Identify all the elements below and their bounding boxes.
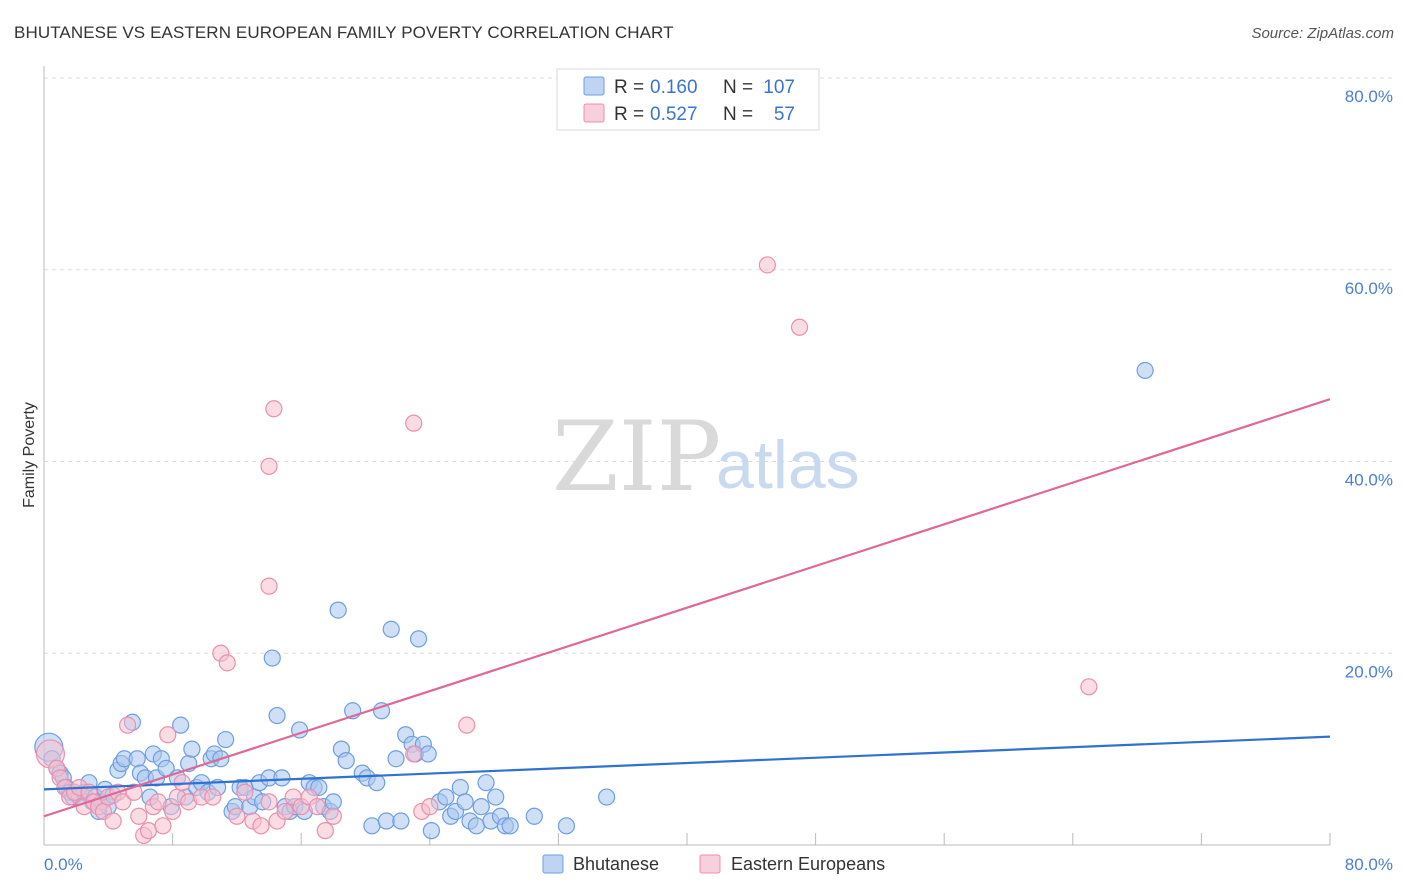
data-point-eastern-europeans bbox=[308, 798, 326, 816]
watermark-zip: ZIP bbox=[552, 401, 721, 513]
data-point-eastern-europeans bbox=[260, 793, 278, 811]
grid-lines bbox=[44, 77, 1392, 654]
data-point-bhutanese bbox=[337, 752, 355, 770]
x-tick-label: 0.0% bbox=[44, 855, 83, 874]
bottom-legend-label-eastern-europeans: Eastern Europeans bbox=[731, 854, 885, 874]
watermark: ZIP atlas bbox=[552, 401, 860, 513]
data-point-bhutanese bbox=[525, 807, 543, 825]
source-label: Source: ZipAtlas.com bbox=[1251, 25, 1394, 42]
data-point-eastern-europeans bbox=[276, 802, 294, 821]
data-point-eastern-europeans bbox=[139, 822, 158, 840]
data-point-eastern-europeans bbox=[790, 318, 809, 336]
data-point-eastern-europeans bbox=[260, 577, 278, 595]
data-point-bhutanese bbox=[329, 601, 347, 619]
data-point-eastern-europeans bbox=[265, 400, 283, 418]
data-point-bhutanese bbox=[437, 788, 455, 806]
data-point-eastern-europeans bbox=[228, 807, 246, 825]
data-point-eastern-europeans bbox=[324, 807, 342, 825]
data-point-bhutanese bbox=[392, 812, 410, 830]
y-tick-label: 40.0% bbox=[1345, 471, 1393, 490]
data-point-eastern-europeans bbox=[405, 414, 423, 432]
legend-r-label-eastern-europeans: R = bbox=[614, 104, 644, 125]
data-point-bhutanese bbox=[422, 822, 441, 840]
data-point-bhutanese bbox=[409, 630, 428, 648]
y-tick-label: 20.0% bbox=[1345, 662, 1393, 681]
data-point-eastern-europeans bbox=[758, 256, 776, 274]
bottom-legend-label-bhutanese: Bhutanese bbox=[573, 854, 659, 874]
data-point-bhutanese bbox=[377, 812, 395, 830]
trend-lines bbox=[43, 398, 1331, 818]
legend-r-value-eastern-europeans: 0.527 bbox=[650, 104, 698, 125]
data-point-bhutanese bbox=[268, 706, 286, 725]
legend-r-label-bhutanese: R = bbox=[614, 77, 644, 98]
data-point-bhutanese bbox=[456, 793, 474, 811]
data-point-eastern-europeans bbox=[204, 788, 222, 806]
data-point-bhutanese bbox=[263, 649, 281, 667]
legend-n-label-eastern-europeans: N = bbox=[723, 104, 753, 125]
data-point-bhutanese bbox=[324, 793, 342, 811]
data-point-eastern-europeans bbox=[164, 802, 182, 821]
data-point-eastern-europeans bbox=[159, 726, 177, 744]
data-points bbox=[34, 256, 1154, 845]
chart-title: BHUTANESE VS EASTERN EUROPEAN FAMILY POV… bbox=[14, 23, 674, 42]
data-point-eastern-europeans bbox=[260, 457, 278, 475]
legend-n-label-bhutanese: N = bbox=[723, 77, 753, 98]
data-point-bhutanese bbox=[557, 817, 576, 835]
legend-swatch-bhutanese bbox=[583, 76, 605, 96]
data-point-eastern-europeans bbox=[149, 793, 167, 811]
data-point-bhutanese bbox=[477, 774, 495, 792]
data-point-eastern-europeans bbox=[1080, 678, 1098, 696]
data-point-bhutanese bbox=[387, 750, 405, 768]
legend-swatch-eastern-europeans bbox=[583, 103, 605, 123]
data-point-bhutanese bbox=[372, 702, 391, 720]
data-point-bhutanese bbox=[382, 620, 400, 638]
trend-line-bhutanese bbox=[43, 735, 1331, 791]
data-point-eastern-europeans bbox=[118, 716, 137, 734]
data-point-eastern-europeans bbox=[114, 793, 132, 811]
data-point-eastern-europeans bbox=[218, 654, 236, 672]
data-point-bhutanese bbox=[273, 769, 291, 787]
data-point-bhutanese bbox=[598, 788, 616, 806]
data-point-bhutanese bbox=[368, 774, 386, 792]
data-point-bhutanese bbox=[363, 817, 381, 835]
data-point-eastern-europeans bbox=[236, 783, 254, 801]
y-tick-labels: 20.0% 40.0% 60.0% 80.0% bbox=[1345, 87, 1393, 681]
data-point-eastern-europeans bbox=[104, 812, 122, 830]
data-point-bhutanese bbox=[501, 817, 519, 835]
bottom-legend: Bhutanese Eastern Europeans bbox=[542, 854, 885, 874]
data-point-eastern-europeans bbox=[130, 807, 148, 825]
data-point-bhutanese bbox=[419, 745, 437, 763]
data-point-eastern-europeans bbox=[421, 798, 439, 816]
y-tick-label: 60.0% bbox=[1345, 279, 1393, 298]
watermark-atlas: atlas bbox=[716, 427, 860, 503]
x-tick-label: 80.0% bbox=[1345, 855, 1393, 874]
data-point-bhutanese bbox=[217, 730, 235, 749]
legend-n-value-bhutanese: 107 bbox=[763, 77, 795, 98]
data-point-bhutanese bbox=[183, 740, 201, 758]
top-legend: R = 0.160 N = 107 R = 0.527 N = 57 bbox=[556, 68, 820, 131]
data-point-eastern-europeans bbox=[458, 716, 476, 734]
y-tick-label: 80.0% bbox=[1345, 87, 1393, 106]
data-point-bhutanese bbox=[128, 750, 146, 768]
data-point-bhutanese bbox=[451, 778, 469, 797]
data-point-eastern-europeans bbox=[252, 817, 270, 835]
data-point-eastern-europeans bbox=[316, 822, 334, 840]
data-point-eastern-europeans bbox=[405, 745, 423, 763]
x-tick-labels: 0.0% 80.0% bbox=[44, 855, 1393, 874]
data-point-bhutanese bbox=[1136, 361, 1154, 380]
legend-r-value-bhutanese: 0.160 bbox=[650, 77, 698, 98]
axes bbox=[43, 66, 1331, 846]
y-axis-label: Family Poverty bbox=[21, 402, 38, 508]
data-point-bhutanese bbox=[472, 798, 490, 816]
legend-n-value-eastern-europeans: 57 bbox=[774, 104, 795, 125]
bottom-legend-swatch-bhutanese bbox=[542, 854, 564, 874]
bottom-legend-swatch-eastern-europeans bbox=[699, 854, 721, 874]
data-point-eastern-europeans bbox=[154, 817, 172, 835]
trend-line-eastern-europeans bbox=[43, 398, 1331, 818]
data-point-bhutanese bbox=[172, 716, 190, 734]
data-point-bhutanese bbox=[487, 788, 505, 806]
data-point-bhutanese bbox=[467, 817, 486, 835]
